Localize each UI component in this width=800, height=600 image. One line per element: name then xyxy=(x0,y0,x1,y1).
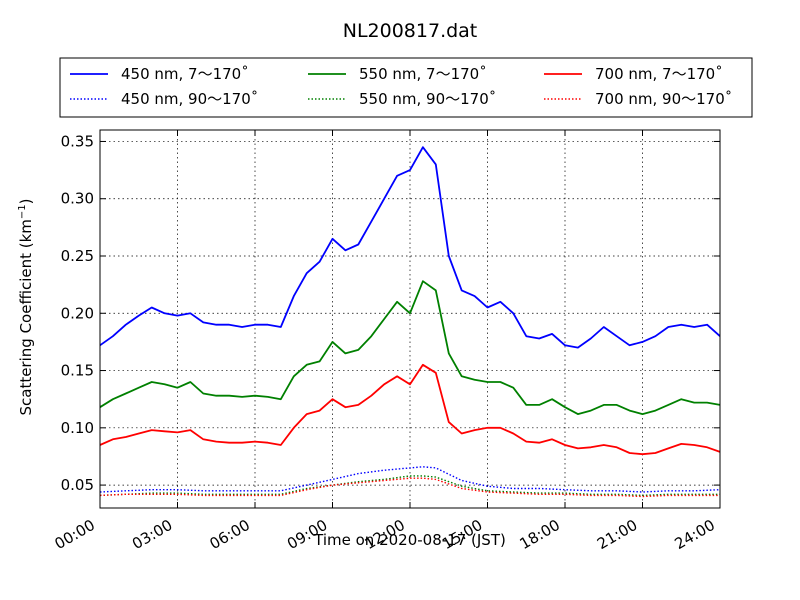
y-tick-label: 0.30 xyxy=(61,190,94,208)
series-line-4 xyxy=(99,363,721,456)
y-tick-label: 0.25 xyxy=(61,247,94,265)
y-tick-label: 0.15 xyxy=(61,362,94,380)
legend-label-2: 550 nm, 7～170˚ xyxy=(359,65,487,83)
legend: 450 nm, 7～170˚ 450 nm, 90～170˚ 550 nm, 7～1… xyxy=(59,57,753,118)
legend-box xyxy=(59,57,753,118)
axis-ticks xyxy=(99,130,721,508)
series-line-5 xyxy=(99,477,720,498)
legend-label-5: 700 nm, 90～170˚ xyxy=(595,90,732,108)
series-line-3 xyxy=(99,475,720,497)
series-line-1 xyxy=(99,466,721,493)
y-axis-label-exponent: −1 xyxy=(17,204,28,219)
series-group xyxy=(99,146,721,498)
y-tick-label: 0.35 xyxy=(61,132,94,150)
y-tick-label: 0.10 xyxy=(61,419,94,437)
legend-label-0: 450 nm, 7～170˚ xyxy=(121,65,249,83)
legend-label-4: 700 nm, 7～170˚ xyxy=(595,65,723,83)
legend-label-3: 550 nm, 90～170˚ xyxy=(359,90,496,108)
x-axis-label: Time on 2020-08-17 (JST) xyxy=(313,531,506,549)
y-tick-label: 0.20 xyxy=(61,304,94,322)
legend-label-1: 450 nm, 90～170˚ xyxy=(121,90,258,108)
y-axis-label-close: ) xyxy=(17,198,35,204)
chart-title: NL200817.dat xyxy=(343,20,478,42)
series-line-2 xyxy=(99,280,721,416)
y-tick-label: 0.05 xyxy=(61,476,94,494)
y-axis-label: Scattering Coefficient (km−1) xyxy=(17,198,35,415)
y-axis-label-main: Scattering Coefficient (km xyxy=(17,219,35,415)
series-line-0 xyxy=(99,146,721,349)
